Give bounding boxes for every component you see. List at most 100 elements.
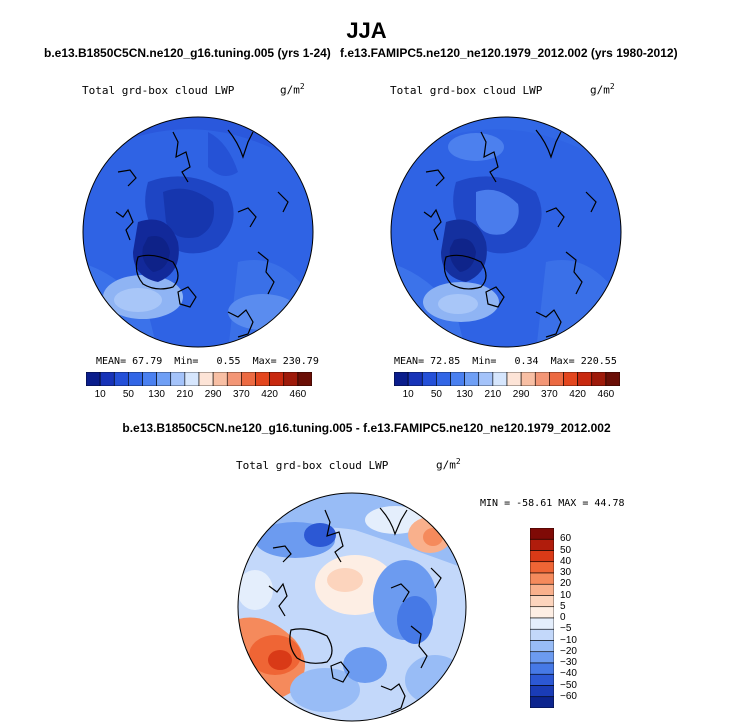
- diff-colorbar-tick-label: −20: [560, 645, 577, 657]
- colorbar-swatch: [99, 372, 115, 386]
- colorbar-swatch: [241, 372, 256, 386]
- colorbar-tick-label: 210: [176, 389, 194, 400]
- colorbar-tick-label: 50: [430, 389, 442, 400]
- diff-colorbar-swatch: [530, 617, 554, 630]
- colorbar-swatch: [520, 372, 536, 386]
- left-panel-stats: MEAN= 67.79 Min= 0.55 Max= 230.79: [96, 356, 319, 367]
- colorbar-tick-label: 290: [204, 389, 222, 400]
- colorbar-tick-label: 460: [289, 389, 307, 400]
- left-polar-map: [82, 116, 314, 348]
- colorbar-swatch: [170, 372, 186, 386]
- colorbar-tick-label: 370: [541, 389, 558, 400]
- colorbar-swatch: [297, 372, 312, 386]
- diff-colorbar-swatch: [530, 561, 554, 574]
- colorbar-swatch: [563, 372, 578, 386]
- colorbar-swatch: [142, 372, 157, 386]
- colorbar-swatch: [605, 372, 620, 386]
- colorbar-swatch: [128, 372, 143, 386]
- diff-colorbar-tick-label: 5: [560, 600, 566, 612]
- difference-colorbar: [530, 528, 554, 708]
- diff-colorbar-tick-label: −10: [560, 634, 577, 646]
- diff-colorbar-tick-label: −40: [560, 668, 577, 680]
- colorbar-tick-label: 50: [122, 389, 134, 400]
- colorbar-swatch: [255, 372, 270, 386]
- colorbar-swatch: [113, 372, 129, 386]
- colorbar-tick-label: 130: [456, 389, 473, 400]
- colorbar-swatch: [534, 372, 550, 386]
- diff-colorbar-swatch: [530, 572, 554, 585]
- colorbar-swatch: [492, 372, 508, 386]
- left-panel-units: g/m2: [280, 82, 305, 97]
- colorbar-swatch: [464, 372, 480, 386]
- diff-colorbar-swatch: [530, 673, 554, 686]
- diff-colorbar-tick-label: 60: [560, 533, 572, 545]
- diff-colorbar-swatch: [530, 528, 554, 540]
- colorbar-swatch: [198, 372, 214, 386]
- left-run-label: b.e13.B1850C5CN.ne120_g16.tuning.005 (yr…: [44, 46, 331, 60]
- diff-colorbar-swatch: [530, 550, 554, 563]
- diff-colorbar-tick-label: −60: [560, 690, 577, 702]
- diff-colorbar-swatch: [530, 583, 554, 596]
- diff-colorbar-swatch: [530, 628, 554, 641]
- colorbar-tick-label: 130: [148, 389, 165, 400]
- colorbar-tick-label: 10: [94, 389, 106, 400]
- colorbar-tick-label: 290: [512, 389, 530, 400]
- colorbar-swatch: [86, 372, 101, 386]
- diff-colorbar-swatch: [530, 651, 554, 664]
- right-run-label: f.e13.FAMIPC5.ne120_ne120.1979_2012.002 …: [340, 46, 678, 60]
- right-panel-stats: MEAN= 72.85 Min= 0.34 Max= 220.55: [394, 356, 617, 367]
- right-colorbar: [394, 372, 620, 386]
- diff-colorbar-tick-label: 50: [560, 544, 572, 556]
- colorbar-tick-label: 210: [484, 389, 502, 400]
- colorbar-tick-label: 420: [261, 389, 278, 400]
- diff-colorbar-tick-label: 40: [560, 555, 572, 567]
- colorbar-swatch: [478, 372, 494, 386]
- colorbar-swatch: [184, 372, 200, 386]
- diff-colorbar-tick-label: −30: [560, 657, 577, 668]
- colorbar-swatch: [577, 372, 593, 386]
- colorbar-tick-label: 460: [597, 389, 615, 400]
- colorbar-swatch: [506, 372, 522, 386]
- right-panel-units: g/m2: [590, 82, 615, 97]
- diff-colorbar-tick-label: −50: [560, 679, 577, 691]
- colorbar-swatch: [549, 372, 564, 386]
- left-colorbar-ticks: 10 50 130 210 290 370 420 460: [86, 389, 312, 401]
- diff-colorbar-swatch: [530, 685, 554, 698]
- colorbar-swatch: [591, 372, 607, 386]
- right-colorbar-ticks: 10 50 130 210 290 370 420 460: [394, 389, 620, 401]
- colorbar-swatch: [269, 372, 285, 386]
- colorbar-swatch: [436, 372, 451, 386]
- difference-colorbar-ticks: 60 50 40 30 20 10 5 0 −5 −10 −20 −30 −40 −50 −60: [560, 528, 600, 708]
- colorbar-swatch: [450, 372, 465, 386]
- colorbar-tick-label: 420: [569, 389, 586, 400]
- diff-colorbar-swatch: [530, 538, 554, 551]
- right-panel-variable: Total grd-box cloud LWP: [390, 84, 543, 97]
- diff-colorbar-tick-label: 20: [560, 578, 572, 590]
- left-panel-variable: Total grd-box cloud LWP: [82, 84, 235, 97]
- difference-polar-map: [237, 492, 467, 722]
- left-colorbar: [86, 372, 312, 386]
- colorbar-swatch: [283, 372, 299, 386]
- diff-colorbar-tick-label: −5: [560, 623, 572, 635]
- colorbar-swatch: [394, 372, 409, 386]
- right-polar-map: [390, 116, 622, 348]
- diff-colorbar-swatch: [530, 662, 554, 675]
- diff-colorbar-tick-label: 10: [560, 589, 572, 601]
- difference-units: g/m2: [436, 457, 461, 472]
- difference-variable: Total grd-box cloud LWP: [236, 459, 389, 472]
- colorbar-tick-label: 370: [233, 389, 250, 400]
- colorbar-swatch: [212, 372, 228, 386]
- difference-minmax: MIN = -58.61 MAX = 44.78: [480, 498, 625, 509]
- colorbar-swatch: [421, 372, 437, 386]
- figure-title: JJA: [346, 18, 387, 43]
- diff-colorbar-tick-label: 0: [560, 612, 566, 623]
- colorbar-tick-label: 10: [402, 389, 414, 400]
- diff-colorbar-swatch: [530, 606, 554, 619]
- diff-colorbar-tick-label: 30: [560, 567, 572, 578]
- diff-colorbar-swatch: [530, 640, 554, 653]
- diff-colorbar-swatch: [530, 696, 554, 708]
- diff-colorbar-swatch: [530, 595, 554, 608]
- colorbar-swatch: [407, 372, 423, 386]
- colorbar-swatch: [226, 372, 242, 386]
- colorbar-swatch: [156, 372, 172, 386]
